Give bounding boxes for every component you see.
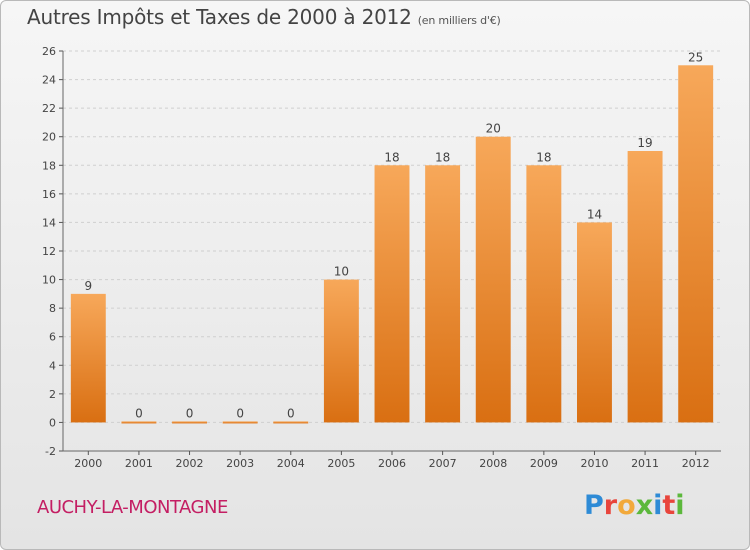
- logo-letter: i: [675, 490, 685, 521]
- data-label: 18: [384, 150, 399, 164]
- x-tick-label: 2009: [530, 457, 558, 470]
- bar-2008: [475, 136, 511, 423]
- data-label: 19: [637, 136, 652, 150]
- data-label: 9: [84, 279, 92, 293]
- x-tick-label: 2003: [226, 457, 254, 470]
- bar-2011: [627, 151, 663, 423]
- y-tick-label: 14: [42, 216, 56, 229]
- data-label: 0: [236, 406, 244, 420]
- bar-2010: [576, 222, 612, 423]
- y-tick-label: 24: [42, 74, 56, 87]
- x-tick-label: 2000: [74, 457, 102, 470]
- y-tick-label: 12: [42, 245, 56, 258]
- x-tick-label: 2008: [479, 457, 507, 470]
- data-label: 0: [287, 406, 295, 420]
- data-label: 0: [135, 406, 143, 420]
- logo-letter: o: [617, 490, 636, 521]
- logo-letter: r: [603, 490, 618, 521]
- data-labels: 9 0 0 0 0 10 18 18 20 18 14 19 25: [84, 50, 703, 420]
- chart-title-text: Autres Impôts et Taxes de 2000 à 2012: [27, 5, 412, 29]
- bar-2002: [172, 421, 208, 424]
- x-tick-label: 2004: [277, 457, 305, 470]
- x-tick-label: 2006: [378, 457, 406, 470]
- y-tick-label: 22: [42, 102, 56, 115]
- y-tick-label: 26: [42, 45, 56, 58]
- bar-2000: [70, 293, 106, 423]
- logo-letter: i: [653, 490, 663, 521]
- x-tick-label: 2012: [682, 457, 710, 470]
- y-tick-label: 10: [42, 274, 56, 287]
- proxiti-logo: Proxiti: [584, 490, 685, 521]
- y-tick-label: 16: [42, 188, 56, 201]
- data-label: 20: [486, 122, 501, 136]
- x-tick-label: 2002: [176, 457, 204, 470]
- data-label: 0: [186, 406, 194, 420]
- bars: [70, 65, 714, 424]
- y-tick-label: 0: [49, 416, 56, 429]
- logo-letter: t: [662, 490, 676, 521]
- y-tick-label: 18: [42, 159, 56, 172]
- y-tick-label: -2: [45, 445, 56, 458]
- y-tick-label: 4: [49, 359, 56, 372]
- data-label: 18: [536, 150, 551, 164]
- location-label: AUCHY-LA-MONTAGNE: [37, 497, 228, 518]
- y-tick-label: 20: [42, 131, 56, 144]
- x-tick-label: 2011: [631, 457, 659, 470]
- bar-2003: [222, 421, 258, 424]
- x-tick-label: 2007: [429, 457, 457, 470]
- y-tick-label: 6: [49, 331, 56, 344]
- bar-2006: [374, 165, 410, 423]
- bar-2004: [273, 421, 309, 424]
- x-tick-label: 2010: [580, 457, 608, 470]
- data-label: 10: [334, 265, 349, 279]
- chart-title: Autres Impôts et Taxes de 2000 à 2012 (en…: [27, 5, 501, 29]
- bar-2012: [678, 65, 714, 423]
- data-label: 14: [587, 207, 602, 221]
- chart-subtitle: (en milliers d'€): [417, 14, 501, 27]
- bar-2007: [425, 165, 461, 423]
- bar-2005: [323, 279, 359, 423]
- logo-letter: P: [584, 490, 604, 521]
- bar-2001: [121, 421, 157, 424]
- y-tick-label: 8: [49, 302, 56, 315]
- x-tick-label: 2005: [327, 457, 355, 470]
- data-label: 25: [688, 50, 703, 64]
- x-tick-label: 2001: [125, 457, 153, 470]
- bar-2009: [526, 165, 562, 423]
- y-tick-label: 2: [49, 388, 56, 401]
- logo-letter: x: [635, 490, 654, 521]
- data-label: 18: [435, 150, 450, 164]
